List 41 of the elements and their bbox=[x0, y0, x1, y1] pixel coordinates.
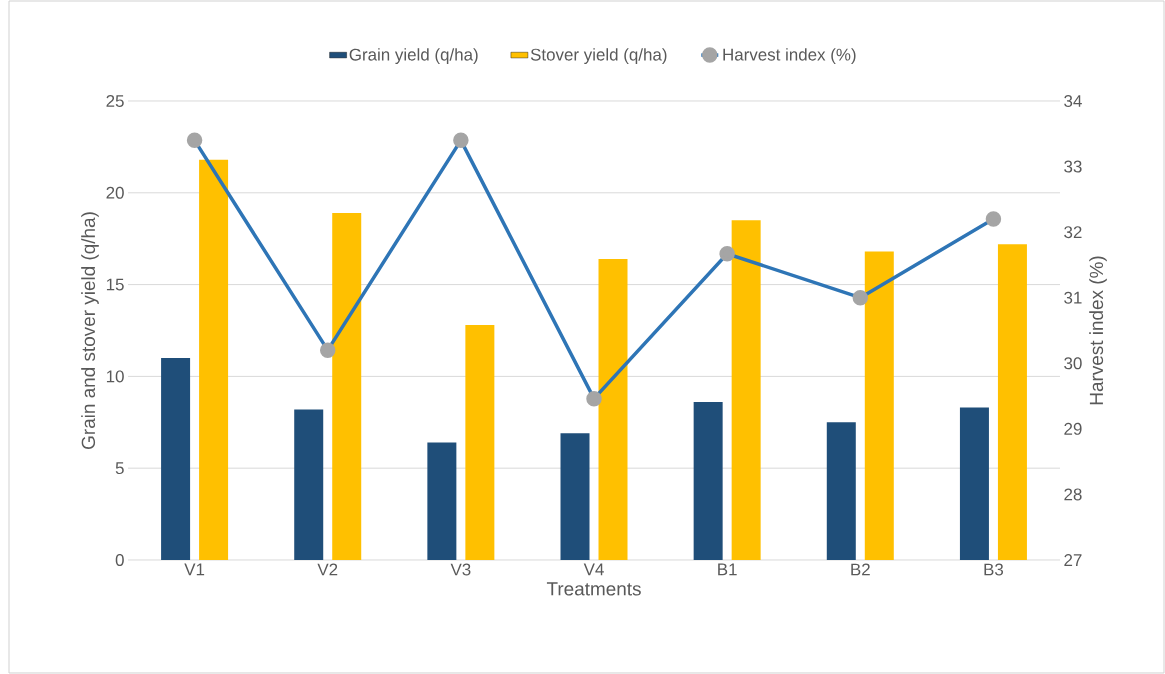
bar bbox=[161, 358, 191, 560]
y-tick-label: 20 bbox=[106, 186, 124, 199]
bar bbox=[731, 220, 761, 560]
y-tick-label: 5 bbox=[115, 462, 124, 475]
bar bbox=[693, 402, 723, 560]
bar bbox=[598, 258, 628, 560]
x-tick-label: V1 bbox=[184, 563, 205, 576]
y2-tick-label: 28 bbox=[1064, 488, 1082, 501]
y2-tick-label: 32 bbox=[1064, 226, 1082, 239]
x-tick-label: V4 bbox=[583, 563, 604, 576]
y2-tick-label: 34 bbox=[1064, 94, 1082, 107]
x-tick-label: B1 bbox=[718, 563, 737, 576]
y-tick-label: 15 bbox=[106, 278, 124, 291]
bar bbox=[199, 159, 229, 560]
x-tick-label: B2 bbox=[851, 563, 870, 576]
y2-tick-label: 30 bbox=[1064, 357, 1082, 370]
y2-tick-label: 31 bbox=[1064, 291, 1082, 304]
x-tick-label: V3 bbox=[450, 563, 471, 576]
x-tick-label: B3 bbox=[984, 563, 1004, 576]
bar bbox=[465, 324, 495, 560]
bar bbox=[427, 442, 457, 560]
y-tick-label: 0 bbox=[115, 553, 124, 566]
bar bbox=[997, 244, 1027, 560]
bar bbox=[560, 433, 590, 560]
bar bbox=[864, 251, 894, 560]
y2-axis-title: Harvest index (%) bbox=[1089, 256, 1107, 405]
x-tick-label: V2 bbox=[317, 563, 338, 576]
y-axis-title: Grain and stover yield (q/ha) bbox=[81, 212, 99, 449]
x-axis-title: Treatments bbox=[546, 582, 641, 596]
bar bbox=[294, 409, 324, 560]
bar bbox=[959, 407, 989, 560]
y-tick-label: 25 bbox=[106, 94, 124, 107]
y2-tick-label: 29 bbox=[1064, 422, 1082, 435]
y-tick-label: 10 bbox=[106, 370, 124, 383]
bar bbox=[826, 422, 856, 560]
legend-label: Harvest index (%) bbox=[723, 48, 856, 64]
legend-label: Stover yield (q/ha) bbox=[530, 48, 667, 64]
bar bbox=[332, 212, 362, 560]
legend-label: Grain yield (q/ha) bbox=[349, 48, 478, 64]
y2-tick-label: 33 bbox=[1064, 160, 1082, 173]
y2-tick-label: 27 bbox=[1064, 554, 1082, 566]
